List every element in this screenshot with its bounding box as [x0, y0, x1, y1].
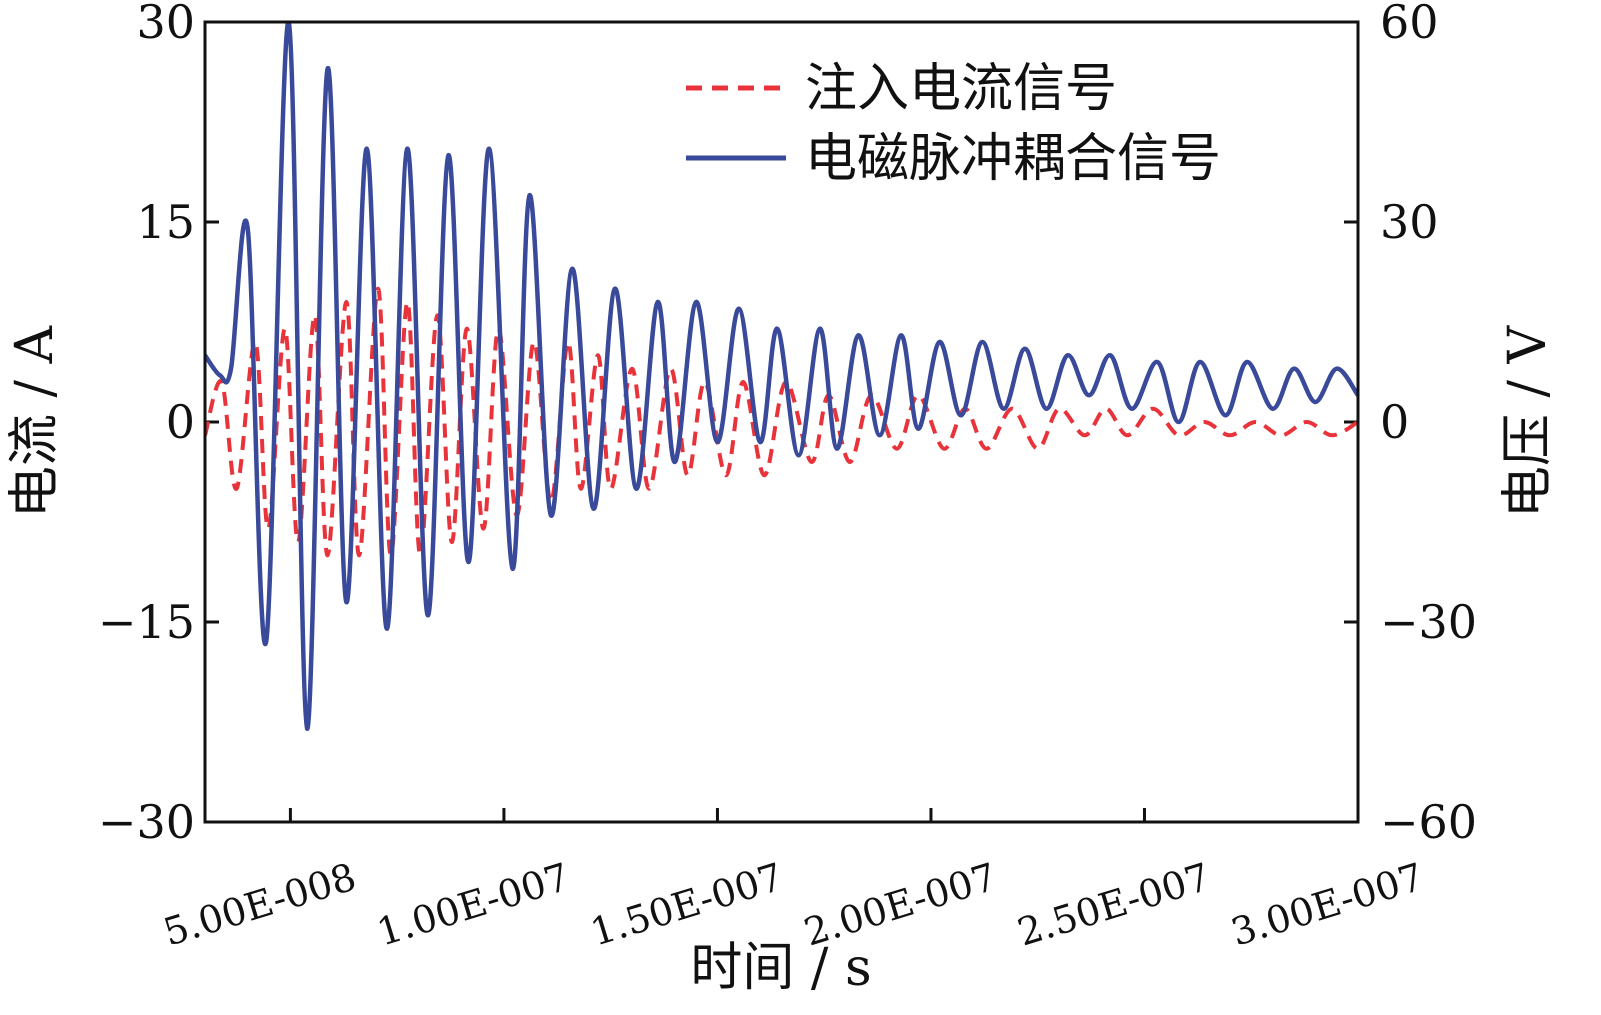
y-right-tick-label-4: −60	[1380, 795, 1477, 849]
legend-label-emp-coupled: 电磁脉冲耦合信号	[805, 129, 1221, 189]
legend: 注入电流信号 电磁脉冲耦合信号	[686, 59, 1221, 189]
x-tick-label-1: 1.00E-007	[372, 855, 575, 955]
y-right-tick-label-1: 30	[1380, 195, 1439, 249]
y-left-tick-label-2: 0	[166, 395, 195, 449]
emp-coupled-signal-line	[205, 22, 1358, 731]
y-left-tick-label-3: −15	[98, 595, 195, 649]
right-axis-title: 电压 / V	[1498, 324, 1558, 518]
y-left-tick-label-1: 15	[136, 195, 195, 249]
x-tick-label-4: 2.50E-007	[1012, 855, 1215, 955]
x-tick-label-5: 3.00E-007	[1226, 855, 1429, 955]
plot-frame	[203, 20, 1360, 824]
y-left-tick-label-4: −30	[98, 795, 195, 849]
y-right-tick-label-2: 0	[1380, 395, 1409, 449]
y-right-tick-label-0: 60	[1380, 0, 1439, 49]
legend-label-injected-current: 注入电流信号	[805, 59, 1117, 119]
tick-labels-layer: 5.00E-008 1.00E-007 1.50E-007 2.00E-007 2.50…	[98, 0, 1477, 955]
y-right-tick-label-3: −30	[1380, 595, 1477, 649]
x-axis-title: 时间 / s	[690, 938, 871, 998]
x-tick-label-0: 5.00E-008	[158, 855, 361, 955]
y-left-tick-label-0: 30	[136, 0, 195, 49]
left-axis-title: 电流 / A	[5, 324, 65, 518]
